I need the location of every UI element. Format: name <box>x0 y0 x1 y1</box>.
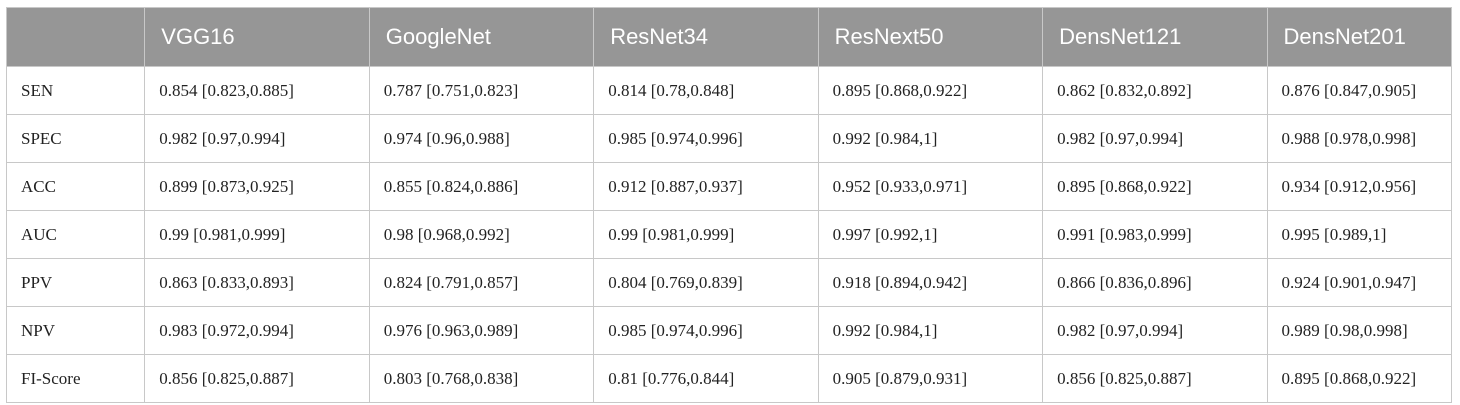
table-cell: 0.985 [0.974,0.996] <box>593 306 819 355</box>
table-row-spec: SPEC 0.982 [0.97,0.994] 0.974 [0.96,0.98… <box>6 114 1452 163</box>
table-cell: 0.989 [0.98,0.998] <box>1266 306 1452 355</box>
table-cell: 0.918 [0.894,0.942] <box>817 258 1043 307</box>
table-row-acc: ACC 0.899 [0.873,0.925] 0.855 [0.824,0.8… <box>6 162 1452 211</box>
table-cell: 0.905 [0.879,0.931] <box>817 354 1043 403</box>
header-cell-resnext50: ResNext50 <box>817 7 1043 67</box>
row-label: PPV <box>6 258 145 307</box>
table-cell: 0.814 [0.78,0.848] <box>593 66 819 115</box>
table-cell: 0.803 [0.768,0.838] <box>368 354 594 403</box>
table-cell: 0.982 [0.97,0.994] <box>144 114 370 163</box>
header-cell-densnet201: DensNet201 <box>1266 7 1452 67</box>
table-cell: 0.99 [0.981,0.999] <box>144 210 370 259</box>
table-cell: 0.982 [0.97,0.994] <box>1042 114 1268 163</box>
row-label: SPEC <box>6 114 145 163</box>
table-cell: 0.804 [0.769,0.839] <box>593 258 819 307</box>
table-cell: 0.985 [0.974,0.996] <box>593 114 819 163</box>
table-cell: 0.866 [0.836,0.896] <box>1042 258 1268 307</box>
table-cell: 0.787 [0.751,0.823] <box>368 66 594 115</box>
table-cell: 0.982 [0.97,0.994] <box>1042 306 1268 355</box>
table-row-fi-score: FI-Score 0.856 [0.825,0.887] 0.803 [0.76… <box>6 354 1452 403</box>
table-row-ppv: PPV 0.863 [0.833,0.893] 0.824 [0.791,0.8… <box>6 258 1452 307</box>
table-row-sen: SEN 0.854 [0.823,0.885] 0.787 [0.751,0.8… <box>6 66 1452 115</box>
header-cell-googlenet: GoogleNet <box>368 7 594 67</box>
table-cell: 0.895 [0.868,0.922] <box>1042 162 1268 211</box>
table-cell: 0.81 [0.776,0.844] <box>593 354 819 403</box>
header-cell-metric <box>6 7 145 67</box>
table-cell: 0.924 [0.901,0.947] <box>1266 258 1452 307</box>
row-label: ACC <box>6 162 145 211</box>
table-cell: 0.862 [0.832,0.892] <box>1042 66 1268 115</box>
header-cell-vgg16: VGG16 <box>144 7 370 67</box>
table-cell: 0.976 [0.963,0.989] <box>368 306 594 355</box>
table-cell: 0.992 [0.984,1] <box>817 306 1043 355</box>
table-row-auc: AUC 0.99 [0.981,0.999] 0.98 [0.968,0.992… <box>6 210 1452 259</box>
table-cell: 0.895 [0.868,0.922] <box>817 66 1043 115</box>
table-cell: 0.974 [0.96,0.988] <box>368 114 594 163</box>
table-cell: 0.824 [0.791,0.857] <box>368 258 594 307</box>
table-row-npv: NPV 0.983 [0.972,0.994] 0.976 [0.963,0.9… <box>6 306 1452 355</box>
table-cell: 0.934 [0.912,0.956] <box>1266 162 1452 211</box>
table-cell: 0.992 [0.984,1] <box>817 114 1043 163</box>
table-cell: 0.895 [0.868,0.922] <box>1266 354 1452 403</box>
header-row: VGG16 GoogleNet ResNet34 ResNext50 DensN… <box>6 7 1452 67</box>
row-label: FI-Score <box>6 354 145 403</box>
table-cell: 0.876 [0.847,0.905] <box>1266 66 1452 115</box>
table-cell: 0.988 [0.978,0.998] <box>1266 114 1452 163</box>
model-metrics-table: VGG16 GoogleNet ResNet34 ResNext50 DensN… <box>6 7 1452 403</box>
row-label: SEN <box>6 66 145 115</box>
table-cell: 0.991 [0.983,0.999] <box>1042 210 1268 259</box>
table-cell: 0.995 [0.989,1] <box>1266 210 1452 259</box>
table-cell: 0.983 [0.972,0.994] <box>144 306 370 355</box>
header-cell-resnet34: ResNet34 <box>593 7 819 67</box>
results-table-container: VGG16 GoogleNet ResNet34 ResNext50 DensN… <box>6 7 1452 403</box>
table-cell: 0.855 [0.824,0.886] <box>368 162 594 211</box>
table-cell: 0.997 [0.992,1] <box>817 210 1043 259</box>
table-cell: 0.856 [0.825,0.887] <box>144 354 370 403</box>
row-label: AUC <box>6 210 145 259</box>
header-cell-densnet121: DensNet121 <box>1042 7 1268 67</box>
table-cell: 0.854 [0.823,0.885] <box>144 66 370 115</box>
table-cell: 0.899 [0.873,0.925] <box>144 162 370 211</box>
table-cell: 0.912 [0.887,0.937] <box>593 162 819 211</box>
table-cell: 0.99 [0.981,0.999] <box>593 210 819 259</box>
table-cell: 0.952 [0.933,0.971] <box>817 162 1043 211</box>
table-cell: 0.856 [0.825,0.887] <box>1042 354 1268 403</box>
row-label: NPV <box>6 306 145 355</box>
table-cell: 0.863 [0.833,0.893] <box>144 258 370 307</box>
table-cell: 0.98 [0.968,0.992] <box>368 210 594 259</box>
